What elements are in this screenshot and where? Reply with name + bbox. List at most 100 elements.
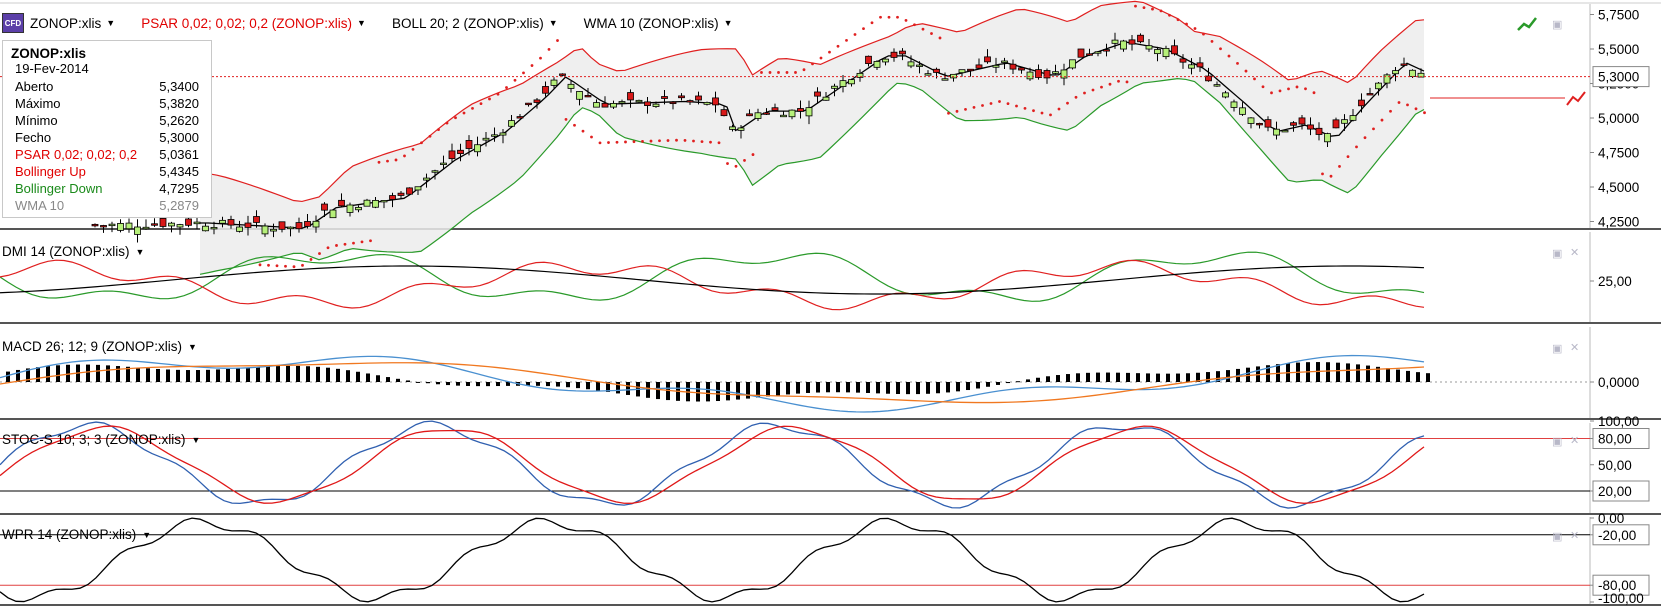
close-icon[interactable]: ✕ [1570, 247, 1580, 259]
psar-dot [1236, 62, 1239, 65]
psar-dot [420, 141, 423, 145]
instrument-selector[interactable]: CFD ZONOP:xlis ▼ [2, 13, 115, 33]
psar-dot [1244, 69, 1248, 73]
psar-dot [284, 264, 287, 268]
macd-histogram-bar [546, 382, 550, 387]
candle-body [1205, 75, 1212, 82]
close-icon[interactable]: ✕ [1570, 342, 1580, 354]
candle-body [236, 226, 243, 232]
candle-body [525, 102, 532, 106]
candle-body [678, 95, 685, 99]
panel-label-stoc[interactable]: STOC-S 10; 3; 3 (ZONOP:xlis) ▼ [2, 432, 200, 447]
psar-dot [1134, 4, 1137, 8]
chevron-down-icon: ▼ [357, 18, 366, 28]
macd-histogram-bar [646, 382, 650, 398]
psar-dot [666, 139, 670, 142]
candle-body [363, 199, 371, 207]
macd-histogram-bar [626, 382, 630, 395]
macd-histogram-bar [26, 368, 30, 382]
panel-label-macd[interactable]: MACD 26; 12; 9 (ZONOP:xlis) ▼ [2, 339, 197, 354]
psar-dot [683, 139, 687, 142]
psar-dot [1287, 87, 1290, 91]
psar-dot [1108, 82, 1112, 86]
indicator-psar[interactable]: PSAR 0,02; 0,02; 0,2 (ZONOP:xlis) ▼ [141, 16, 366, 31]
macd-histogram-bar [916, 382, 920, 395]
macd-histogram-bar [226, 368, 230, 382]
psar-dot [1168, 13, 1171, 17]
psar-dot [1032, 109, 1035, 113]
psar-dot [1321, 172, 1324, 176]
candle-body [848, 79, 855, 85]
candle-body [1222, 92, 1229, 98]
indicator-boll-label: BOLL 20; 2 (ZONOP:xlis) [391, 15, 544, 31]
psar-dot [853, 33, 857, 36]
psar-dot [1193, 27, 1197, 30]
macd-histogram-bar [586, 382, 590, 390]
macd-histogram-bar [666, 382, 670, 401]
restore-icon[interactable]: ▣ [1552, 248, 1563, 260]
candle-body [1179, 58, 1187, 63]
psar-dot [267, 263, 270, 267]
panel-label-wpr[interactable]: WPR 14 (ZONOP:xlis) ▼ [2, 527, 151, 542]
macd-histogram-bar [1166, 373, 1170, 382]
candle-body [159, 218, 167, 227]
macd-histogram-bar [426, 382, 430, 384]
psar-dot [998, 100, 1001, 103]
wpr-tick-label: -100,00 [1598, 591, 1644, 606]
macd-histogram-bar [36, 367, 40, 382]
psar-dot [743, 159, 746, 162]
candle-body [1188, 64, 1195, 69]
macd-histogram-bar [536, 382, 540, 386]
candle-body [1230, 101, 1238, 108]
macd-histogram-bar [436, 382, 440, 385]
close-icon[interactable]: ✕ [1570, 530, 1580, 542]
psar-dot [1023, 106, 1027, 110]
restore-icon[interactable]: ▣ [1552, 343, 1563, 355]
macd-histogram-bar [356, 371, 360, 382]
macd-histogram-bar [1336, 362, 1340, 382]
macd-histogram-bar [1396, 369, 1400, 382]
candle-body [253, 216, 260, 223]
close-icon[interactable]: ✕ [1570, 435, 1580, 447]
psar-dot [581, 129, 585, 133]
macd-histogram-bar [756, 382, 760, 398]
candle-body [134, 226, 141, 235]
bollinger-down-line [199, 77, 1425, 275]
psar-dot [547, 47, 551, 51]
candle-body [720, 109, 728, 117]
psar-dot [624, 140, 627, 144]
psar-dot [1117, 79, 1120, 83]
indicator-wma-label: WMA 10 (ZONOP:xlis) [583, 15, 719, 31]
candle-body [329, 209, 337, 219]
macd-histogram-bar [176, 369, 180, 382]
candle-body [941, 78, 949, 81]
chevron-down-icon: ▼ [135, 246, 145, 257]
instrument-label: ZONOP:xlis [30, 15, 102, 31]
macd-histogram-bar [1406, 370, 1410, 382]
macd-histogram-bar [1046, 376, 1050, 382]
macd-histogram-bar [696, 382, 700, 402]
macd-histogram-bar [946, 382, 950, 393]
macd-histogram-bar [1116, 372, 1120, 382]
psar-dot [1397, 101, 1401, 104]
restore-icon[interactable]: ▣ [1552, 531, 1563, 543]
indicator-wma[interactable]: WMA 10 (ZONOP:xlis) ▼ [584, 16, 733, 31]
indicator-boll[interactable]: BOLL 20; 2 (ZONOP:xlis) ▼ [392, 16, 558, 31]
candle-body [712, 97, 719, 106]
psar-dot [1125, 80, 1129, 84]
candle-body [1196, 62, 1204, 68]
macd-histogram-bar [1426, 373, 1430, 382]
psar-dot [870, 21, 874, 25]
restore-icon[interactable]: ▣ [1552, 19, 1563, 31]
adx-line [0, 265, 1425, 295]
candle-body [397, 192, 405, 196]
restore-icon[interactable]: ▣ [1552, 436, 1563, 448]
candle-body [1315, 127, 1323, 135]
indicator-psar-label: PSAR 0,02; 0,02; 0,2 (ZONOP:xlis) [141, 15, 353, 31]
panel-label-dmi[interactable]: DMI 14 (ZONOP:xlis) ▼ [2, 244, 144, 259]
macd-histogram-bar [876, 382, 880, 394]
macd-histogram-bar [836, 382, 840, 393]
macd-histogram-bar [1176, 373, 1180, 382]
wpr-tick-label: -20,00 [1598, 528, 1636, 543]
